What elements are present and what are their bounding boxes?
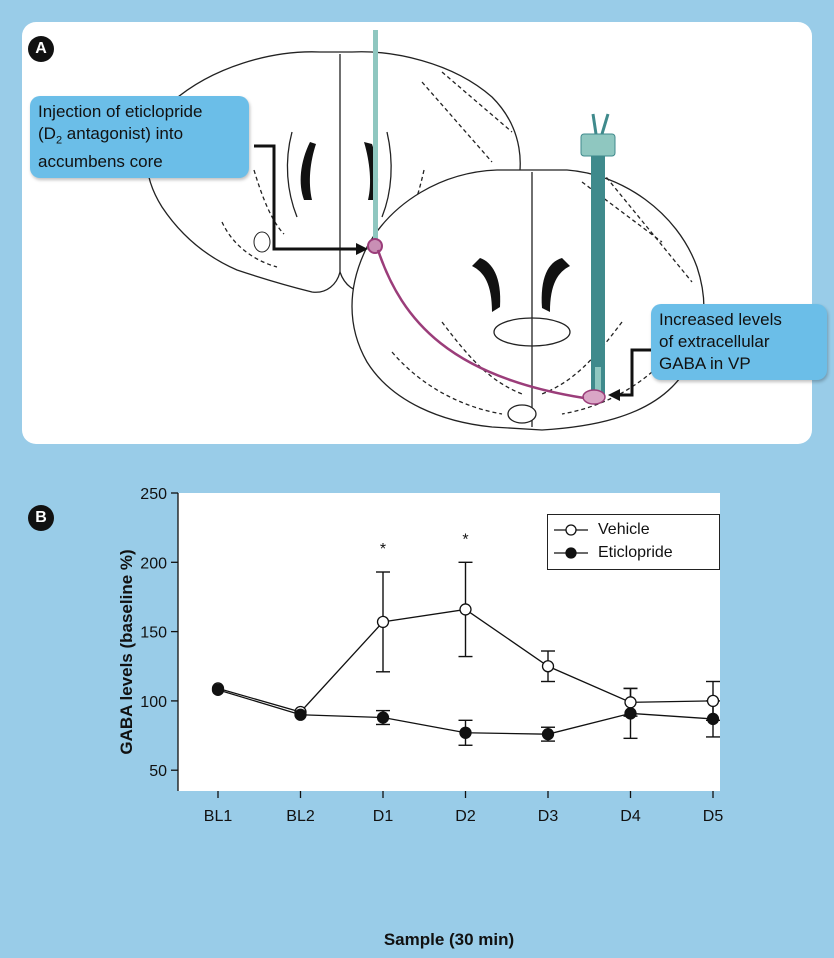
left-arrowhead [356, 243, 368, 255]
x-tick-label: BL2 [286, 808, 315, 825]
callout-line-3: accumbens core [38, 152, 163, 172]
projection-pathway [376, 249, 585, 400]
x-tick-label: D5 [703, 808, 724, 825]
cannula [373, 30, 378, 244]
left-ventricle [300, 142, 316, 200]
y-tick-label: 50 [149, 763, 167, 780]
callout-line-2: of extracellular [659, 332, 770, 351]
right-arrowhead [608, 389, 620, 401]
legend-label: Eticlopride [598, 544, 673, 561]
probe-tubing [591, 113, 610, 135]
panel-a [22, 22, 812, 444]
callout-line-1: Injection of eticlopride [38, 102, 203, 121]
panel-label-a: A [28, 36, 54, 62]
vp-site [582, 389, 606, 405]
panel-label-b: B [28, 505, 54, 531]
right-arrow-line [618, 348, 652, 397]
callout-line-2: (D2 antagonist) into [38, 124, 184, 147]
legend-marker-vehicle [554, 524, 588, 536]
x-tick-label: D1 [373, 808, 394, 825]
legend-marker-eticlopride [554, 547, 588, 559]
probe-membrane [595, 367, 601, 395]
x-tick-label: BL1 [204, 808, 233, 825]
caudal-right-ventricle [541, 258, 570, 312]
y-tick-label: 100 [140, 694, 167, 711]
x-tick-label: D4 [620, 808, 641, 825]
legend-label: Vehicle [598, 521, 650, 538]
gaba-callout: Increased levels of extracellular GABA i… [651, 304, 827, 380]
left-arrow-line [254, 144, 358, 251]
callout-line-1: Increased levels [659, 310, 782, 329]
y-axis-label: GABA levels (baseline %) [117, 549, 136, 754]
caudal-left-ventricle [472, 258, 501, 312]
x-axis-label: Sample (30 min) [384, 930, 514, 949]
legend-item-eticlopride: Eticlopride [548, 542, 673, 564]
probe-head [580, 133, 616, 157]
anterior-commissure [253, 231, 271, 253]
y-tick-label: 250 [140, 486, 167, 503]
x-tick-label: D2 [455, 808, 476, 825]
callout-line-3: GABA in VP [659, 354, 751, 373]
brain-diagram [146, 30, 705, 431]
y-tick-label: 200 [140, 555, 167, 572]
injection-callout: Injection of eticlopride (D2 antagonist)… [30, 96, 249, 179]
legend-item-vehicle: Vehicle [548, 519, 650, 541]
x-tick-label: D3 [538, 808, 559, 825]
microdialysis-probe [591, 147, 605, 397]
y-tick-label: 150 [140, 625, 167, 642]
legend: Vehicle Eticlopride [547, 514, 720, 570]
injection-site [367, 238, 383, 254]
caudal-brain-section [351, 169, 705, 431]
